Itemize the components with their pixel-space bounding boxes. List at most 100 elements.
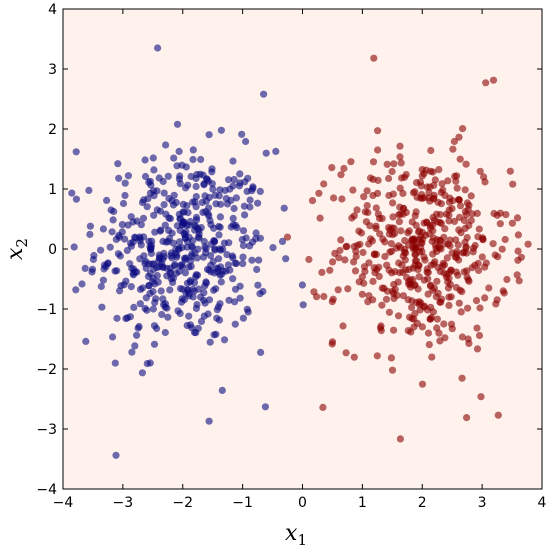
series-1-point xyxy=(350,353,358,361)
series-0-point xyxy=(194,245,202,253)
series-0-point xyxy=(99,225,107,233)
series-1-point xyxy=(436,218,444,227)
series-0-point xyxy=(200,296,208,304)
series-0-point xyxy=(187,172,195,181)
series-0-point xyxy=(242,234,250,242)
series-1-point xyxy=(316,214,324,222)
series-0-point xyxy=(298,281,306,289)
series-1-point xyxy=(383,160,391,168)
series-0-point xyxy=(246,203,254,211)
series-1-point xyxy=(427,313,435,322)
series-1-point xyxy=(461,186,469,194)
series-0-point xyxy=(246,196,254,204)
series-0-point xyxy=(215,231,223,239)
series-1-point xyxy=(328,298,336,306)
series-0-point xyxy=(158,260,166,268)
series-1-point xyxy=(364,298,372,306)
series-1-point xyxy=(482,259,490,267)
series-1-point xyxy=(418,166,426,174)
x-axis-label: x1 xyxy=(285,521,307,547)
series-0-point xyxy=(242,137,250,146)
series-1-point xyxy=(501,235,509,244)
series-0-point xyxy=(114,250,122,258)
series-0-point xyxy=(252,235,260,243)
series-1-point xyxy=(462,244,470,252)
series-0-point xyxy=(210,286,218,294)
series-0-point xyxy=(222,195,230,203)
series-0-point xyxy=(204,310,212,318)
series-0-point xyxy=(160,201,168,209)
series-0-point xyxy=(149,305,157,313)
series-0-point xyxy=(109,333,117,341)
series-1-point xyxy=(443,254,451,262)
series-0-point xyxy=(229,214,237,222)
x-tick-label: −4 xyxy=(53,495,74,511)
series-0-point xyxy=(149,274,157,282)
series-1-point xyxy=(378,301,386,309)
series-1-point xyxy=(493,296,501,304)
series-1-point xyxy=(359,248,367,257)
series-1-point xyxy=(456,155,464,163)
series-1-point xyxy=(389,199,397,207)
series-0-point xyxy=(200,237,208,246)
series-1-point xyxy=(401,256,409,264)
series-0-point xyxy=(99,276,107,284)
series-1-point xyxy=(463,267,471,275)
series-0-point xyxy=(205,131,213,139)
series-0-point xyxy=(151,299,159,307)
series-1-point xyxy=(385,266,393,274)
series-0-point xyxy=(175,238,184,246)
series-0-point xyxy=(170,191,178,199)
series-0-point xyxy=(256,187,264,195)
series-0-point xyxy=(161,328,169,337)
series-1-point xyxy=(514,231,523,239)
series-1-point xyxy=(411,244,419,252)
series-0-point xyxy=(173,120,182,128)
series-0-point xyxy=(110,207,118,216)
series-0-point xyxy=(72,286,80,294)
series-1-point xyxy=(464,335,472,343)
series-0-point xyxy=(139,214,148,222)
series-1-point xyxy=(465,201,473,209)
series-1-point xyxy=(476,167,484,175)
series-1-point xyxy=(318,268,326,276)
series-0-point xyxy=(239,314,247,322)
y-tick-label: −2 xyxy=(36,362,57,378)
series-0-point xyxy=(148,260,156,268)
series-0-point xyxy=(254,199,262,207)
series-0-point xyxy=(86,230,94,238)
series-0-point xyxy=(78,280,86,288)
y-tick-label: 4 xyxy=(48,2,57,18)
series-0-point xyxy=(121,179,129,187)
series-0-point xyxy=(185,221,193,229)
series-1-point xyxy=(447,320,456,328)
series-1-point xyxy=(360,193,368,201)
series-1-point xyxy=(395,218,403,226)
series-0-point xyxy=(162,238,170,246)
series-1-point xyxy=(409,189,418,197)
series-0-point xyxy=(113,314,121,322)
series-0-point xyxy=(159,177,167,186)
series-1-point xyxy=(458,374,466,382)
series-0-point xyxy=(149,288,157,296)
series-1-point xyxy=(313,293,321,301)
series-1-point xyxy=(315,189,323,197)
series-1-point xyxy=(398,261,406,269)
series-1-point xyxy=(468,264,476,272)
series-0-point xyxy=(217,278,225,286)
series-1-point xyxy=(460,216,468,224)
series-1-point xyxy=(498,245,506,253)
series-0-point xyxy=(248,256,256,264)
series-0-point xyxy=(166,286,174,294)
series-0-point xyxy=(232,194,240,202)
series-0-point xyxy=(213,306,221,314)
series-1-point xyxy=(350,258,358,266)
series-0-point xyxy=(89,255,97,264)
series-1-point xyxy=(444,177,452,185)
series-0-point xyxy=(141,156,149,164)
series-1-point xyxy=(344,285,352,293)
series-1-point xyxy=(397,159,405,167)
series-0-point xyxy=(212,330,220,338)
series-0-point xyxy=(206,338,214,346)
series-0-point xyxy=(123,314,131,322)
